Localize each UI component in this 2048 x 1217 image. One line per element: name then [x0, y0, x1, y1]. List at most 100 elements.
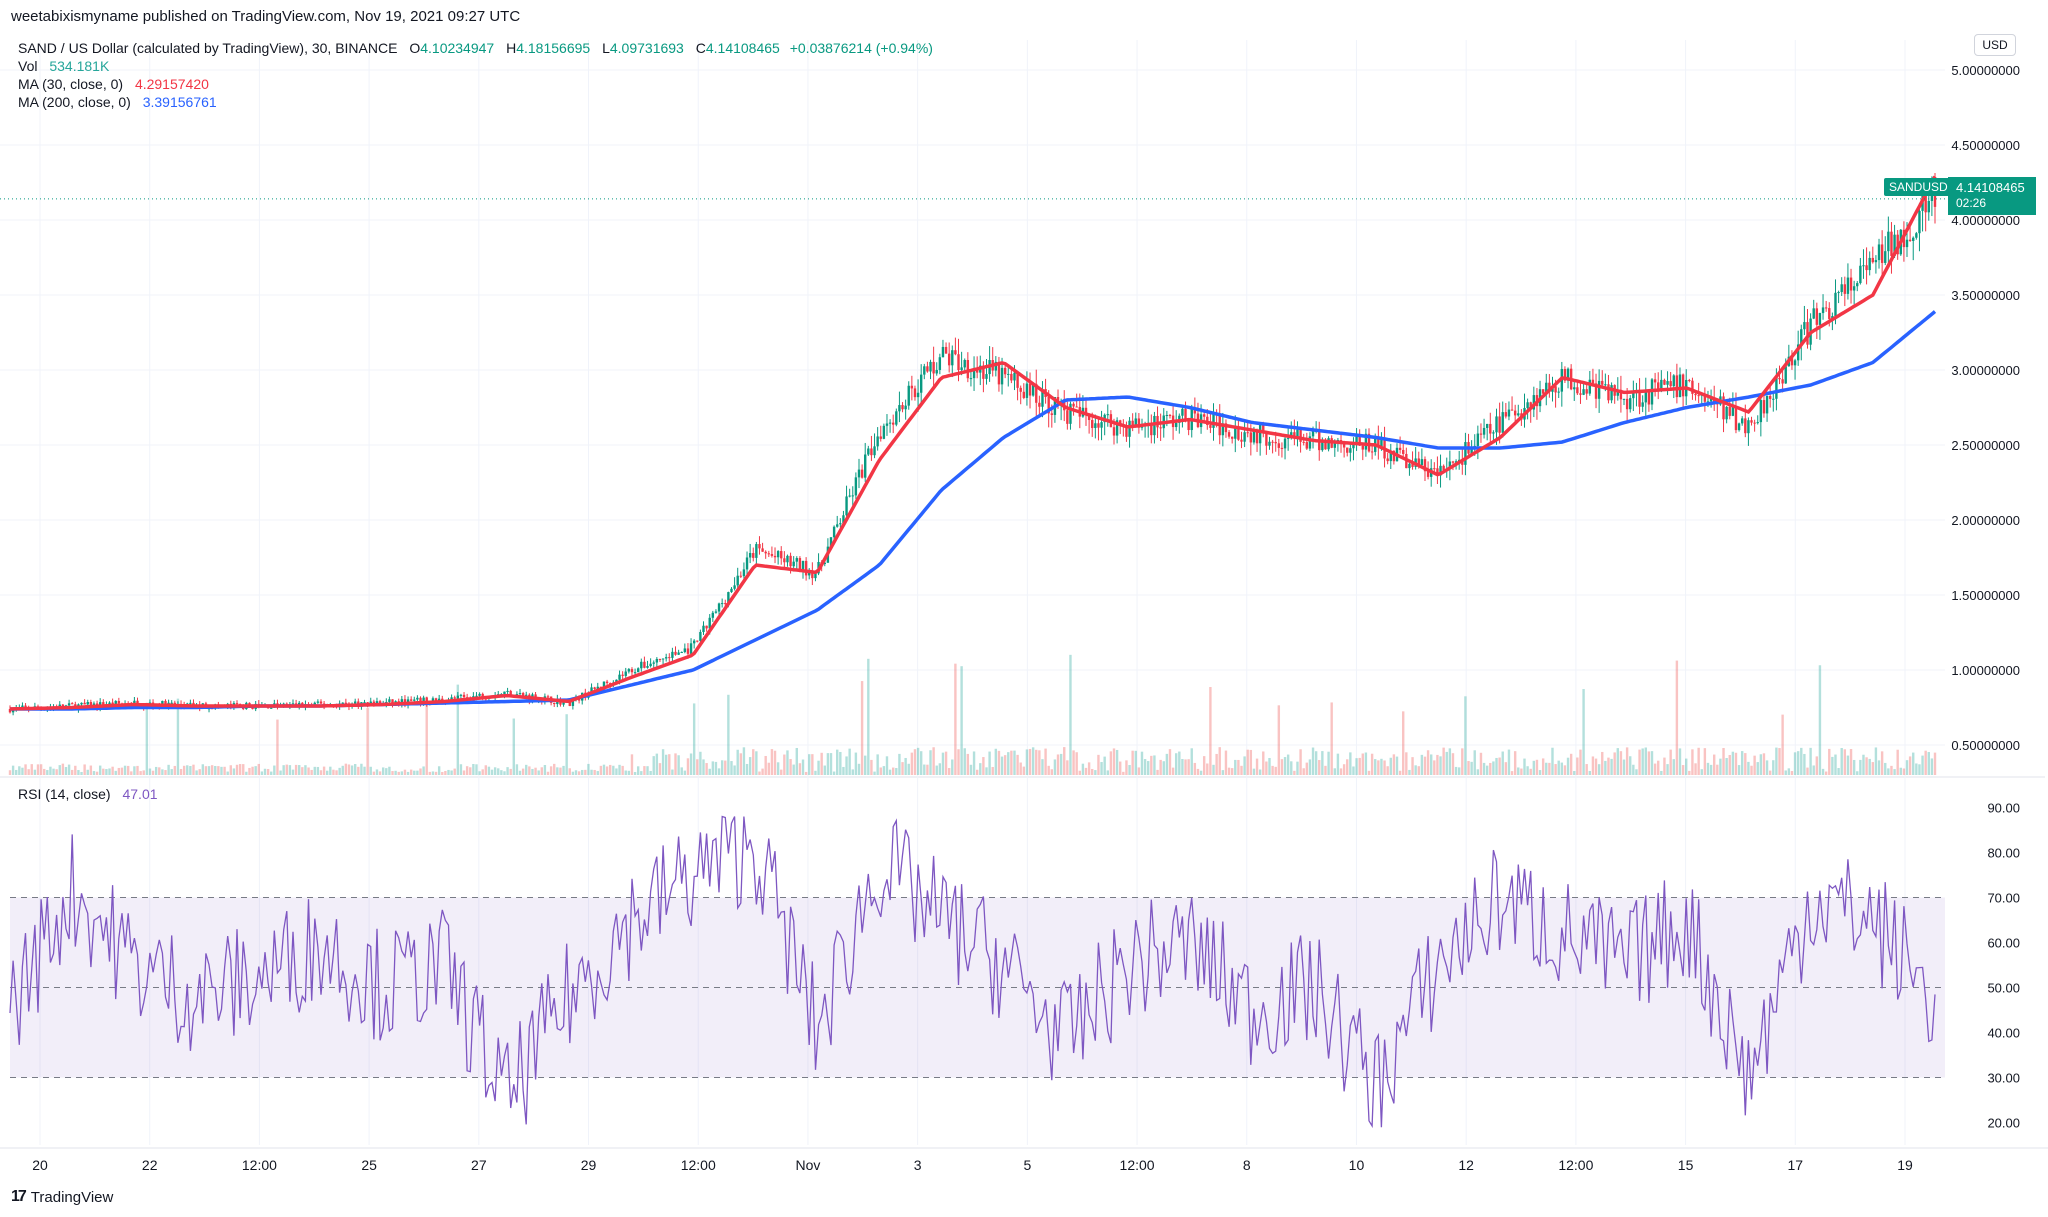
candle-body — [366, 702, 369, 704]
volume-bar — [636, 766, 640, 775]
volume-bar — [972, 751, 976, 775]
volume-bar — [571, 771, 575, 775]
volume-bar — [1731, 751, 1735, 775]
volume-bar — [658, 763, 662, 775]
volume-bar — [1650, 751, 1654, 775]
volume-bar — [344, 763, 348, 775]
candle-body — [1339, 440, 1343, 442]
volume-bar — [1744, 753, 1747, 775]
volume-bar — [326, 770, 329, 775]
candle-body — [919, 374, 923, 393]
candle-body — [1436, 468, 1439, 476]
candle-body — [1753, 422, 1756, 424]
candle-body — [792, 561, 795, 567]
volume-bar — [1507, 749, 1511, 775]
candle-body — [764, 551, 767, 554]
candle-body — [521, 693, 525, 696]
volume-bar — [553, 763, 556, 775]
volume-bar — [1470, 761, 1473, 775]
volume-bar — [792, 764, 795, 775]
volume-bar — [798, 763, 802, 775]
candle-body — [1619, 389, 1623, 400]
candle-body — [1392, 450, 1396, 462]
volume-bar — [565, 714, 568, 775]
volume-bar — [394, 770, 397, 775]
volume-bar — [612, 765, 615, 775]
rsi-axis[interactable]: 90.00 80.00 70.00 60.00 50.00 40.00 30.00 20.00 — [1987, 801, 2020, 1131]
time-axis[interactable]: 20 22 12:00 25 27 29 12:00 Nov 3 5 12:00 8 10 12 12:00… — [32, 1157, 1913, 1173]
candle-body — [1358, 435, 1361, 446]
volume-bar — [1115, 749, 1119, 775]
volume-bar — [1087, 762, 1091, 775]
volume-bar — [674, 753, 677, 775]
candle-body — [1849, 277, 1853, 291]
candle-body — [1601, 380, 1604, 385]
volume-bar — [870, 759, 873, 775]
volume-bar — [1849, 749, 1853, 775]
volume-bar — [696, 759, 699, 775]
vol-legend[interactable]: Vol 534.181K — [18, 58, 109, 74]
volume-bar — [1380, 758, 1383, 775]
volume-bar — [226, 771, 229, 775]
rsi-legend[interactable]: RSI (14, close) 47.01 — [18, 786, 158, 802]
volume-bar — [123, 765, 127, 775]
candle-body — [655, 658, 659, 663]
volume-bar — [764, 755, 767, 775]
volume-bar — [229, 765, 232, 775]
ma30-legend[interactable]: MA (30, close, 0) 4.29157420 — [18, 76, 209, 92]
candle-body — [1131, 420, 1134, 428]
volume-bar — [1293, 770, 1296, 775]
volume-bar — [540, 767, 543, 775]
volume-bar — [1318, 760, 1321, 775]
candle-body — [1691, 380, 1694, 394]
volume-bar — [1398, 770, 1402, 775]
candle-body — [857, 469, 861, 478]
candle-body — [1862, 265, 1865, 267]
volume-bar — [692, 703, 696, 775]
volume-bar — [609, 764, 612, 775]
volume-bar — [891, 767, 895, 775]
volume-bar — [748, 757, 752, 775]
volume-bar — [1806, 767, 1809, 775]
volume-bar — [1750, 765, 1753, 775]
volume-bar — [148, 768, 152, 775]
volume-bar — [1887, 768, 1890, 775]
candle-body — [860, 469, 864, 478]
volume-bar — [829, 753, 833, 775]
symbol-legend[interactable]: SAND / US Dollar (calculated by TradingV… — [18, 40, 933, 56]
candle-body — [1812, 308, 1815, 319]
price-axis[interactable]: 5.00000000 4.50000000 4.00000000 3.50000000… — [1951, 63, 2020, 753]
candle-body — [1828, 308, 1831, 319]
volume-bar — [1675, 660, 1679, 775]
candle-body — [1112, 427, 1116, 436]
volume-bar — [1576, 757, 1579, 775]
candle-body — [1790, 356, 1794, 366]
candle-body — [938, 357, 942, 370]
candle-body — [1756, 422, 1759, 424]
volume-bar — [64, 767, 68, 775]
candle-body — [456, 695, 460, 699]
volume-bar — [1722, 748, 1725, 775]
candle-body — [867, 448, 870, 455]
volume-bar — [487, 766, 491, 775]
candle-body — [705, 625, 708, 629]
currency-badge[interactable]: USD — [1974, 34, 2016, 56]
volume-bar — [1109, 751, 1113, 775]
candle-body — [674, 651, 677, 655]
volume-bar — [804, 771, 808, 775]
tradingview-logo-icon: 17 — [11, 1188, 27, 1205]
volume-bar — [730, 761, 733, 775]
volume-bar — [761, 768, 764, 775]
candle-body — [400, 699, 404, 704]
volume-bar — [1019, 762, 1022, 775]
candle-body — [767, 553, 771, 555]
volume-bar — [935, 765, 938, 775]
volume-bar — [1252, 768, 1256, 775]
volume-bar — [1405, 752, 1408, 775]
candle-body — [363, 702, 366, 704]
tradingview-brand[interactable]: 17 TradingView — [11, 1188, 113, 1206]
ma200-legend[interactable]: MA (200, close, 0) 3.39156761 — [18, 94, 217, 110]
candle-body — [845, 496, 848, 516]
volume-bar — [1022, 766, 1026, 775]
